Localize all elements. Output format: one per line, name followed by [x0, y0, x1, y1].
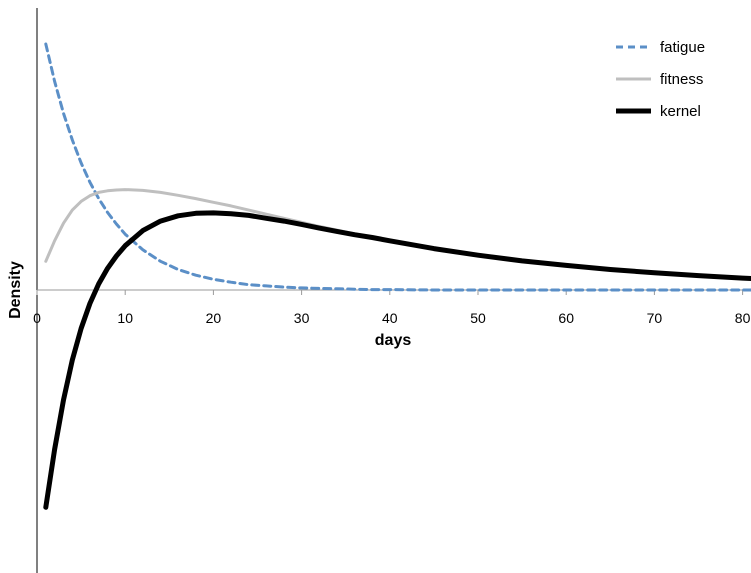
- x-tick-label: 40: [382, 310, 398, 326]
- legend-label-fitness: fitness: [660, 71, 703, 88]
- x-tick-label: 0: [33, 310, 41, 326]
- x-tick-label: 70: [647, 310, 663, 326]
- x-tick-label: 10: [117, 310, 133, 326]
- legend-label-kernel: kernel: [660, 103, 701, 120]
- series-line-fitness: [44, 188, 751, 280]
- series-line-kernel: [43, 210, 751, 510]
- y-axis-title: Density: [7, 261, 24, 319]
- x-tick-label: 20: [206, 310, 222, 326]
- legend-label-fatigue: fatigue: [660, 39, 705, 56]
- x-tick-label: 50: [470, 310, 486, 326]
- legend: fatigue fitness kernel: [616, 39, 705, 120]
- x-tick-label: 30: [294, 310, 310, 326]
- x-tick-label: 60: [558, 310, 574, 326]
- plot-area: 0 10 20 30 40 50 60 70 80: [33, 8, 751, 573]
- x-ticks: 0 10 20 30 40 50 60 70 80: [33, 290, 751, 326]
- series-line-fatigue: [44, 42, 751, 292]
- x-tick-label: 80: [735, 310, 751, 326]
- x-axis-title: days: [375, 332, 412, 349]
- series-layer: [43, 42, 751, 510]
